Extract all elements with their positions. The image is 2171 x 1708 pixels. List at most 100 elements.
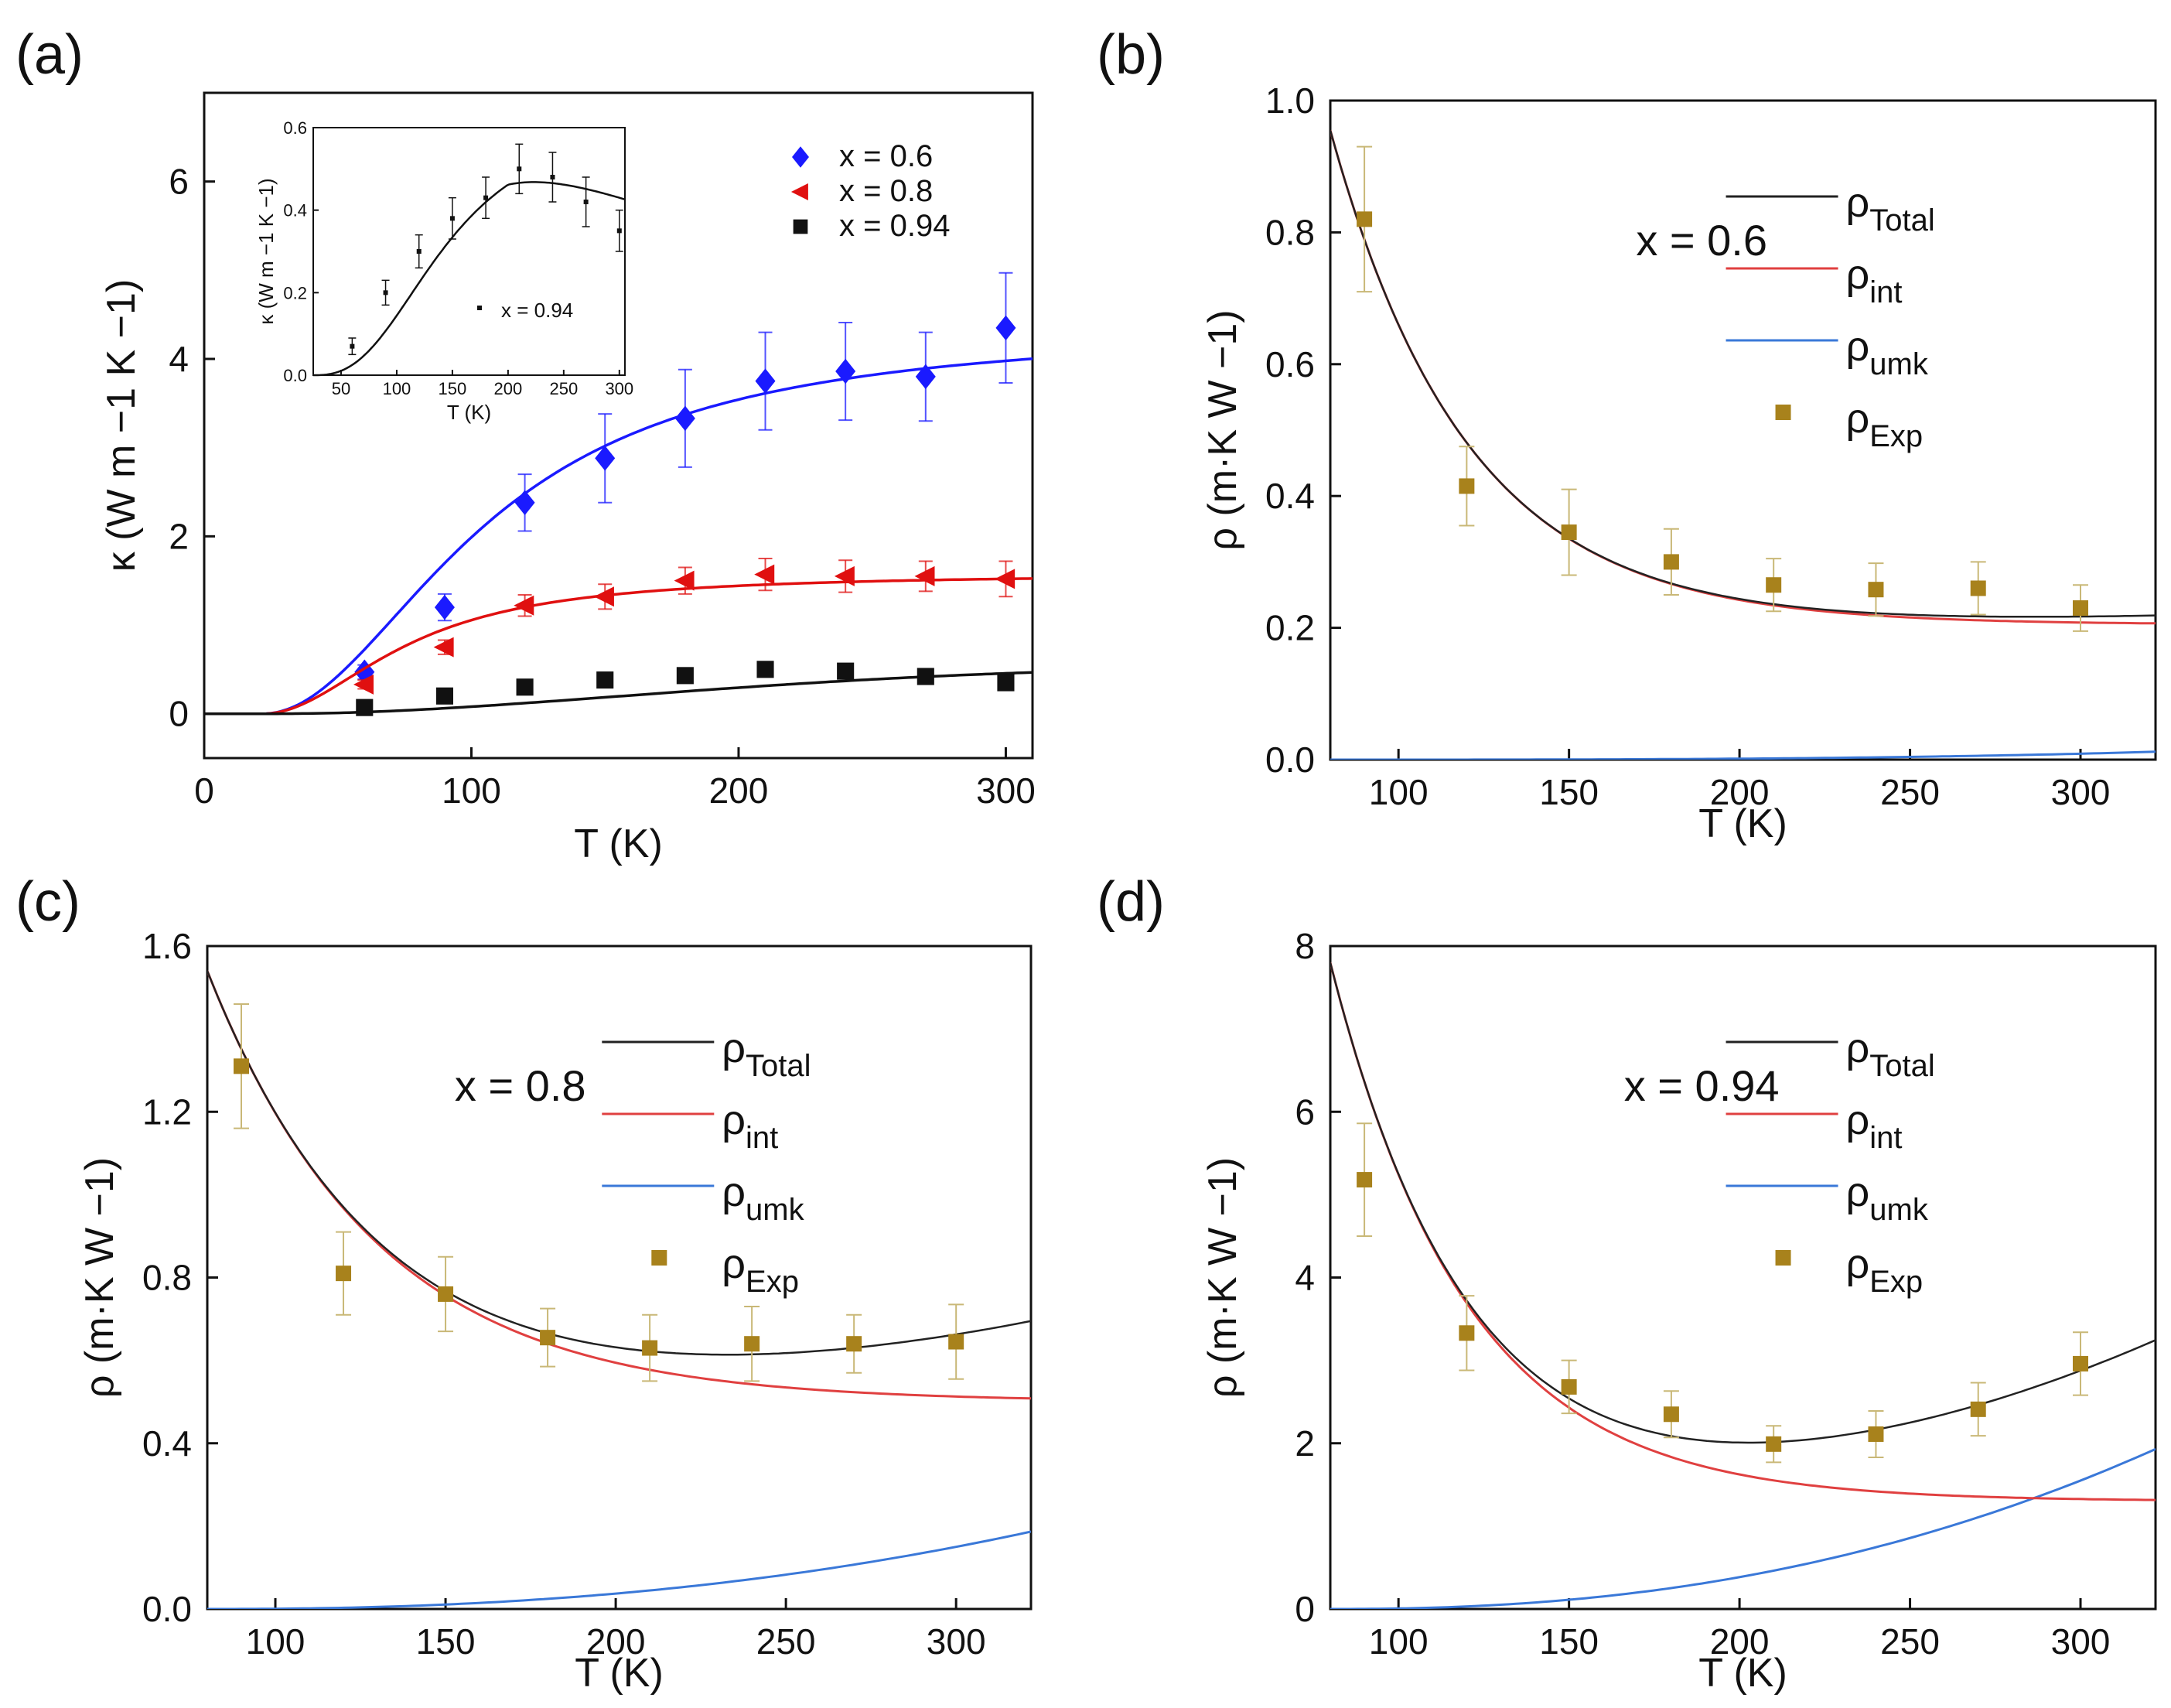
- legend-subscript: Total: [1869, 1049, 1935, 1083]
- y-tick-label: 8: [1295, 926, 1315, 966]
- exp-point: [1868, 1426, 1884, 1442]
- exp-point: [1357, 211, 1373, 227]
- rho-int-curve: [1330, 962, 2156, 1501]
- data-point: [917, 668, 934, 685]
- y-tick-label: 6: [169, 162, 189, 202]
- legend-label: ρumk: [1846, 323, 1929, 381]
- legend-subscript: Total: [1869, 203, 1935, 237]
- fit-curve: [204, 671, 1033, 716]
- exp-point: [744, 1336, 760, 1352]
- y-tick-label: 1.6: [142, 926, 192, 966]
- legend-label: x = 0.8: [839, 174, 933, 208]
- y-axis-title: κ (W m −1 K −1): [99, 279, 144, 572]
- y-tick-label: 2: [169, 516, 189, 556]
- plot-area: [1330, 962, 2156, 1609]
- exp-point: [1970, 1401, 1986, 1417]
- y-tick-label: 1.2: [142, 1091, 192, 1132]
- composition-label: x = 0.94: [1624, 1061, 1780, 1110]
- legend-label: ρTotal: [722, 1025, 811, 1083]
- y-tick-label: 0.2: [1265, 608, 1315, 648]
- rho-umk-curve: [207, 1530, 1031, 1609]
- x-tick-label: 0: [194, 770, 214, 811]
- exp-point: [438, 1286, 454, 1302]
- exp-point: [1357, 1172, 1373, 1188]
- data-point: [596, 671, 614, 689]
- plot-frame: [1329, 99, 2157, 761]
- inset-x-tick-label: 250: [549, 379, 578, 398]
- y-axis-title: ρ (m·K W −1): [77, 1157, 122, 1398]
- legend-symbol: ρ: [1846, 395, 1870, 442]
- data-point: [595, 446, 616, 471]
- x-axis-title: T (K): [1698, 1651, 1787, 1696]
- legend-label: x = 0.6: [839, 139, 933, 173]
- legend-label: ρTotal: [1846, 1025, 1935, 1083]
- x-tick-label: 300: [976, 770, 1036, 811]
- data-point: [356, 699, 374, 716]
- legend-label: ρint: [722, 1097, 778, 1155]
- inset-point: [583, 200, 589, 204]
- legend-symbol: ρ: [722, 1241, 746, 1287]
- x-tick-label: 100: [246, 1621, 306, 1662]
- inset-frame: [312, 127, 626, 376]
- x-tick-label: 250: [1880, 772, 1940, 812]
- inset-y-tick-label: 0.4: [283, 201, 307, 220]
- legend-label: x = 0.94: [839, 209, 950, 243]
- legend-subscript: umk: [1869, 347, 1929, 381]
- legend-label: ρint: [1846, 251, 1903, 309]
- x-tick-label: 300: [2051, 1621, 2111, 1662]
- x-tick-label: 200: [1710, 1621, 1770, 1662]
- legend-symbol: ρ: [1846, 1097, 1870, 1143]
- panel-b: (b) 100 150 200 250 300 0.0 0.2 0.4 0.6 0.8 1.0 T (K…: [1097, 24, 2157, 846]
- rho-total-curve: [1330, 129, 2156, 618]
- legend-label: ρint: [1846, 1097, 1903, 1155]
- data-point: [514, 595, 534, 616]
- x-axis-title: T (K): [575, 1651, 664, 1696]
- legend-subscript: int: [1869, 275, 1902, 309]
- inset-point: [616, 228, 622, 234]
- rho-umk-curve: [1330, 1447, 2156, 1609]
- x-tick-label: 150: [1539, 1621, 1599, 1662]
- inset-point: [350, 343, 355, 349]
- inset-y-tick-label: 0.6: [283, 118, 307, 138]
- legend-symbol: ρ: [1846, 251, 1870, 298]
- y-tick-label: 4: [1295, 1258, 1315, 1298]
- legend-symbol: ρ: [1846, 1025, 1870, 1071]
- rho-int-curve: [207, 970, 1031, 1400]
- inset-point: [383, 290, 388, 295]
- panel-c: (c) 100 150 200 250 300 0.0 0.4 0.8 1.2 1.6 T (K) ρ …: [15, 871, 1033, 1696]
- inset-legend-marker: [477, 306, 482, 310]
- y-tick-label: 1.0: [1265, 80, 1315, 121]
- legend-symbol: ρ: [722, 1169, 746, 1215]
- inset-point: [550, 175, 555, 179]
- exp-point: [1766, 1436, 1782, 1452]
- x-tick-label: 200: [709, 770, 769, 811]
- exp-point: [1663, 554, 1679, 570]
- inset: 50 100 150 200 250 300 0.0 0.2 0.4 0.6 T (K) κ (W m…: [254, 118, 633, 424]
- inset-y-tick-label: 0.0: [283, 366, 307, 385]
- data-point: [995, 569, 1016, 589]
- x-tick-label: 250: [1880, 1621, 1940, 1662]
- data-point: [434, 594, 455, 620]
- legend-label: ρumk: [722, 1169, 804, 1227]
- data-point: [915, 364, 936, 390]
- legend-marker: [1775, 405, 1791, 420]
- plot-area: [207, 970, 1031, 1609]
- data-point: [674, 405, 695, 432]
- panel-label: (c): [15, 871, 80, 933]
- inset-x-tick-label: 300: [605, 379, 633, 398]
- legend-symbol: ρ: [722, 1097, 746, 1143]
- data-point: [676, 667, 694, 685]
- data-point: [997, 674, 1015, 692]
- inset-x-tick-label: 50: [332, 379, 350, 398]
- legend-subscript: int: [746, 1121, 778, 1155]
- exp-point: [1868, 582, 1884, 598]
- legend-symbol: ρ: [1846, 323, 1870, 370]
- x-tick-label: 100: [1369, 1621, 1429, 1662]
- panel-d: (d) 100 150 200 250 300 0 2 4 6 8 T (K) ρ (m·K W −1)…: [1097, 871, 2157, 1696]
- legend-label: ρumk: [1846, 1169, 1929, 1227]
- legend-symbol: ρ: [1846, 1241, 1870, 1287]
- y-tick-label: 0.6: [1265, 344, 1315, 384]
- panel-label: (b): [1097, 24, 1165, 86]
- y-tick-label: 6: [1295, 1091, 1315, 1132]
- exp-point: [948, 1334, 964, 1350]
